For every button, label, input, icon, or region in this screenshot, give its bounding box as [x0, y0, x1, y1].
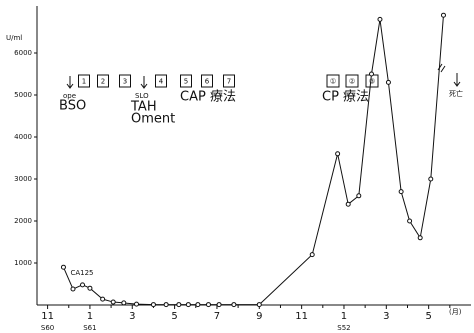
point: [256, 302, 262, 308]
y-tick-label: 1000: [14, 259, 32, 267]
annotation: Oment: [131, 112, 175, 127]
y-tick-label: 6000: [14, 49, 32, 57]
line: [63, 15, 444, 306]
box: [223, 74, 235, 88]
point: [356, 193, 362, 199]
y-tick-label: 5000: [14, 91, 32, 99]
x-tick-label: 1: [87, 311, 93, 322]
point: [231, 302, 237, 308]
point: [398, 189, 404, 195]
point: [345, 201, 351, 207]
box-label: 3: [123, 78, 127, 86]
point: [368, 71, 374, 77]
point: [70, 286, 76, 292]
point: [205, 302, 211, 308]
annotation: SLO: [135, 92, 149, 100]
x-tick-label: 11: [295, 311, 308, 322]
point: [163, 302, 169, 308]
y-tick-label: 4000: [14, 133, 32, 141]
box-label: 7: [227, 78, 231, 86]
annotation: 死亡: [449, 89, 463, 98]
x-tick-label: 11: [41, 311, 54, 322]
era-label: S60: [41, 324, 54, 332]
point: [407, 218, 413, 224]
box-label: 6: [205, 78, 210, 86]
point: [110, 299, 116, 305]
point: [385, 79, 391, 85]
box: [119, 74, 131, 88]
point: [87, 285, 93, 291]
point: [309, 252, 315, 258]
x-tick-label: 3: [129, 311, 135, 322]
box: [201, 74, 213, 88]
point: [377, 16, 383, 22]
x-tick-label: 1: [341, 311, 347, 322]
era-label: S61: [83, 324, 96, 332]
x-tick-label: 5: [171, 311, 177, 322]
point: [185, 302, 191, 308]
box: [326, 74, 340, 88]
box-label: 5: [184, 78, 188, 86]
box: [78, 74, 90, 88]
point: [60, 264, 66, 270]
box-label: ①: [330, 78, 336, 86]
box-label: ③: [369, 78, 375, 86]
point: [121, 300, 127, 306]
series-label: CA125: [70, 269, 93, 277]
box-label: 1: [82, 78, 86, 86]
point: [428, 176, 434, 182]
x-unit-label: (月): [449, 308, 462, 316]
arrows: [66, 63, 461, 89]
point: [216, 302, 222, 308]
box: [97, 74, 109, 88]
y-axis-label: U/ml: [6, 34, 22, 42]
box-label: 2: [101, 78, 105, 86]
x-tick-label: 7: [214, 311, 220, 322]
point: [100, 296, 106, 302]
point: [134, 301, 140, 307]
annotation: CP 療法: [322, 90, 369, 105]
annotation: BSO: [59, 99, 86, 114]
box: [180, 74, 192, 88]
era-label: S52: [337, 324, 350, 332]
annotation: ope: [63, 92, 76, 100]
x-tick-label: 3: [383, 311, 389, 322]
point: [80, 282, 86, 288]
box: [345, 74, 359, 88]
annotation: TAH: [130, 100, 157, 115]
box: [155, 74, 167, 88]
annotation: CAP 療法: [180, 90, 236, 105]
point: [176, 302, 182, 308]
y-tick-label: 2000: [14, 217, 32, 225]
point: [150, 302, 156, 308]
point: [417, 235, 423, 241]
point: [195, 302, 201, 308]
y-tick-label: 3000: [14, 175, 32, 183]
point: [440, 12, 446, 18]
x-tick-label: 5: [425, 311, 431, 322]
point: [335, 151, 341, 157]
box-label: 4: [159, 78, 164, 86]
x-tick-label: 9: [256, 311, 262, 322]
box-label: ②: [349, 78, 355, 86]
